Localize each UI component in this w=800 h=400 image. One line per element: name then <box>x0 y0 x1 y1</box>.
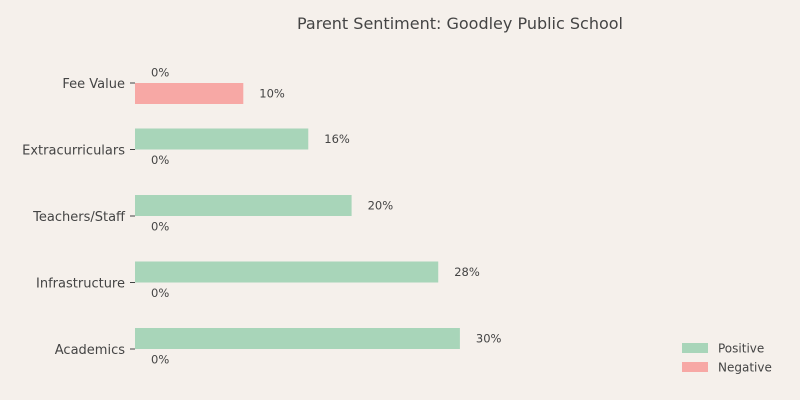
category-label-academics: Academics <box>55 343 125 358</box>
plot-area: Fee Value 0% 10% Extracurriculars 16% 0% Teach… <box>22 66 501 367</box>
value-label-negative-extracurriculars: 0% <box>151 153 169 167</box>
legend-label-positive: Positive <box>718 342 764 356</box>
legend-swatch-positive <box>682 343 708 353</box>
bar-positive-extracurriculars <box>135 128 309 150</box>
category-label-fee-value: Fee Value <box>62 77 125 92</box>
value-label-negative-teachers-staff: 0% <box>151 220 169 234</box>
value-label-negative-academics: 0% <box>151 353 169 367</box>
category-label-teachers-staff: Teachers/Staff <box>32 210 126 225</box>
value-label-positive-infrastructure: 28% <box>454 265 480 279</box>
bar-positive-infrastructure <box>135 261 439 283</box>
legend-label-negative: Negative <box>718 361 772 375</box>
category-label-extracurriculars: Extracurriculars <box>22 144 125 159</box>
value-label-negative-fee-value: 10% <box>259 87 285 101</box>
value-label-positive-academics: 30% <box>476 332 502 346</box>
chart-title: Parent Sentiment: Goodley Public School <box>297 14 623 33</box>
legend: Positive Negative <box>682 342 772 375</box>
bar-negative-fee-value <box>135 83 244 104</box>
bar-positive-teachers-staff <box>135 195 352 216</box>
bar-positive-academics <box>135 328 460 349</box>
value-label-positive-fee-value: 0% <box>151 66 169 80</box>
legend-swatch-negative <box>682 362 708 372</box>
category-label-infrastructure: Infrastructure <box>36 277 125 292</box>
value-label-positive-teachers-staff: 20% <box>368 199 394 213</box>
value-label-negative-infrastructure: 0% <box>151 286 169 300</box>
value-label-positive-extracurriculars: 16% <box>324 132 350 146</box>
